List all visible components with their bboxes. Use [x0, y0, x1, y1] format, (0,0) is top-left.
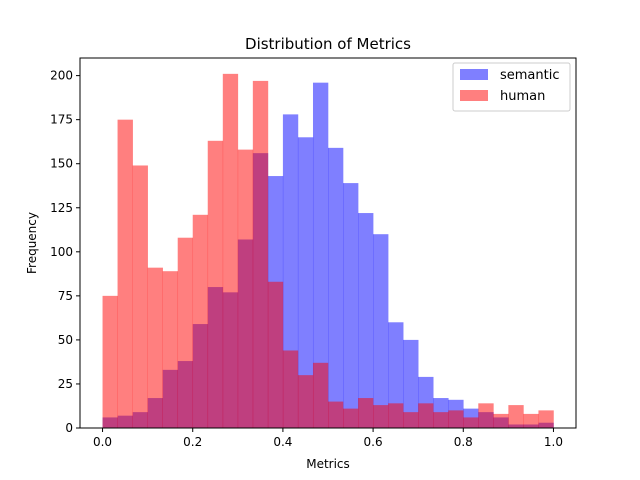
bar-human-27	[508, 405, 524, 428]
chart-title: Distribution of Metrics	[245, 35, 411, 53]
y-tick-label: 25	[58, 377, 73, 391]
y-tick-label: 75	[58, 289, 73, 303]
bar-semantic-12	[282, 114, 299, 428]
y-tick-label: 100	[50, 245, 73, 259]
legend-swatch-human	[460, 90, 488, 101]
bar-human-1	[117, 119, 133, 429]
y-tick-label: 50	[58, 333, 73, 347]
x-tick-label: 0.8	[454, 435, 473, 449]
bar-human-18	[373, 405, 389, 428]
bar-human-10	[252, 80, 269, 429]
y-tick-label: 175	[50, 113, 73, 127]
bar-human-6	[192, 214, 209, 428]
bar-human-23	[448, 410, 464, 428]
bar-human-24	[463, 417, 479, 428]
legend: semantic human	[452, 62, 571, 112]
bar-human-13	[297, 375, 314, 428]
bar-human-3	[147, 267, 163, 428]
bar-semantic-18	[373, 234, 389, 428]
bar-semantic-15	[328, 147, 344, 428]
bar-human-14	[312, 362, 329, 428]
bar-human-26	[493, 413, 509, 428]
bar-semantic-14	[312, 82, 329, 429]
bar-human-9	[237, 149, 254, 428]
bars-layer	[102, 73, 554, 429]
bar-human-20	[403, 412, 419, 428]
bar-human-25	[478, 403, 494, 428]
bar-semantic-17	[358, 213, 374, 428]
bar-human-28	[523, 413, 539, 428]
legend-label-semantic: semantic	[500, 68, 560, 83]
legend-label-human: human	[500, 89, 545, 104]
bar-human-19	[388, 403, 404, 428]
bar-human-12	[282, 350, 299, 428]
y-axis: 0 25 50 75 100 125 150 175 200	[50, 69, 80, 435]
bar-human-11	[267, 281, 284, 428]
x-tick-label: 1.0	[544, 435, 563, 449]
x-tick-label: 0.4	[273, 435, 292, 449]
bar-human-22	[433, 412, 449, 428]
legend-swatch-semantic	[460, 69, 488, 80]
bar-human-21	[418, 403, 434, 428]
x-axis-label: Metrics	[306, 457, 350, 471]
bar-human-8	[222, 73, 239, 428]
y-tick-label: 0	[65, 421, 73, 435]
x-tick-label: 0.0	[93, 435, 112, 449]
bar-human-17	[358, 398, 374, 428]
bar-semantic-13	[297, 137, 314, 429]
bar-human-15	[328, 401, 344, 428]
x-tick-label: 0.2	[183, 435, 202, 449]
x-axis: 0.0 0.2 0.4 0.6 0.8 1.0	[93, 428, 563, 449]
plot-frame	[79, 57, 577, 429]
y-tick-label: 200	[50, 69, 73, 83]
bar-semantic-19	[388, 322, 404, 428]
bar-semantic-16	[343, 183, 359, 428]
bar-human-5	[177, 237, 194, 428]
y-tick-label: 125	[50, 201, 73, 215]
y-axis-label: Frequency	[25, 212, 39, 274]
bar-human-7	[207, 140, 224, 429]
x-tick-label: 0.6	[364, 435, 383, 449]
bar-semantic-20	[403, 339, 419, 428]
bar-human-2	[132, 165, 148, 428]
bar-human-29	[538, 410, 554, 428]
bar-human-16	[343, 408, 359, 428]
bar-human-4	[162, 271, 179, 428]
y-tick-label: 150	[50, 157, 73, 171]
bar-human-0	[102, 295, 118, 428]
